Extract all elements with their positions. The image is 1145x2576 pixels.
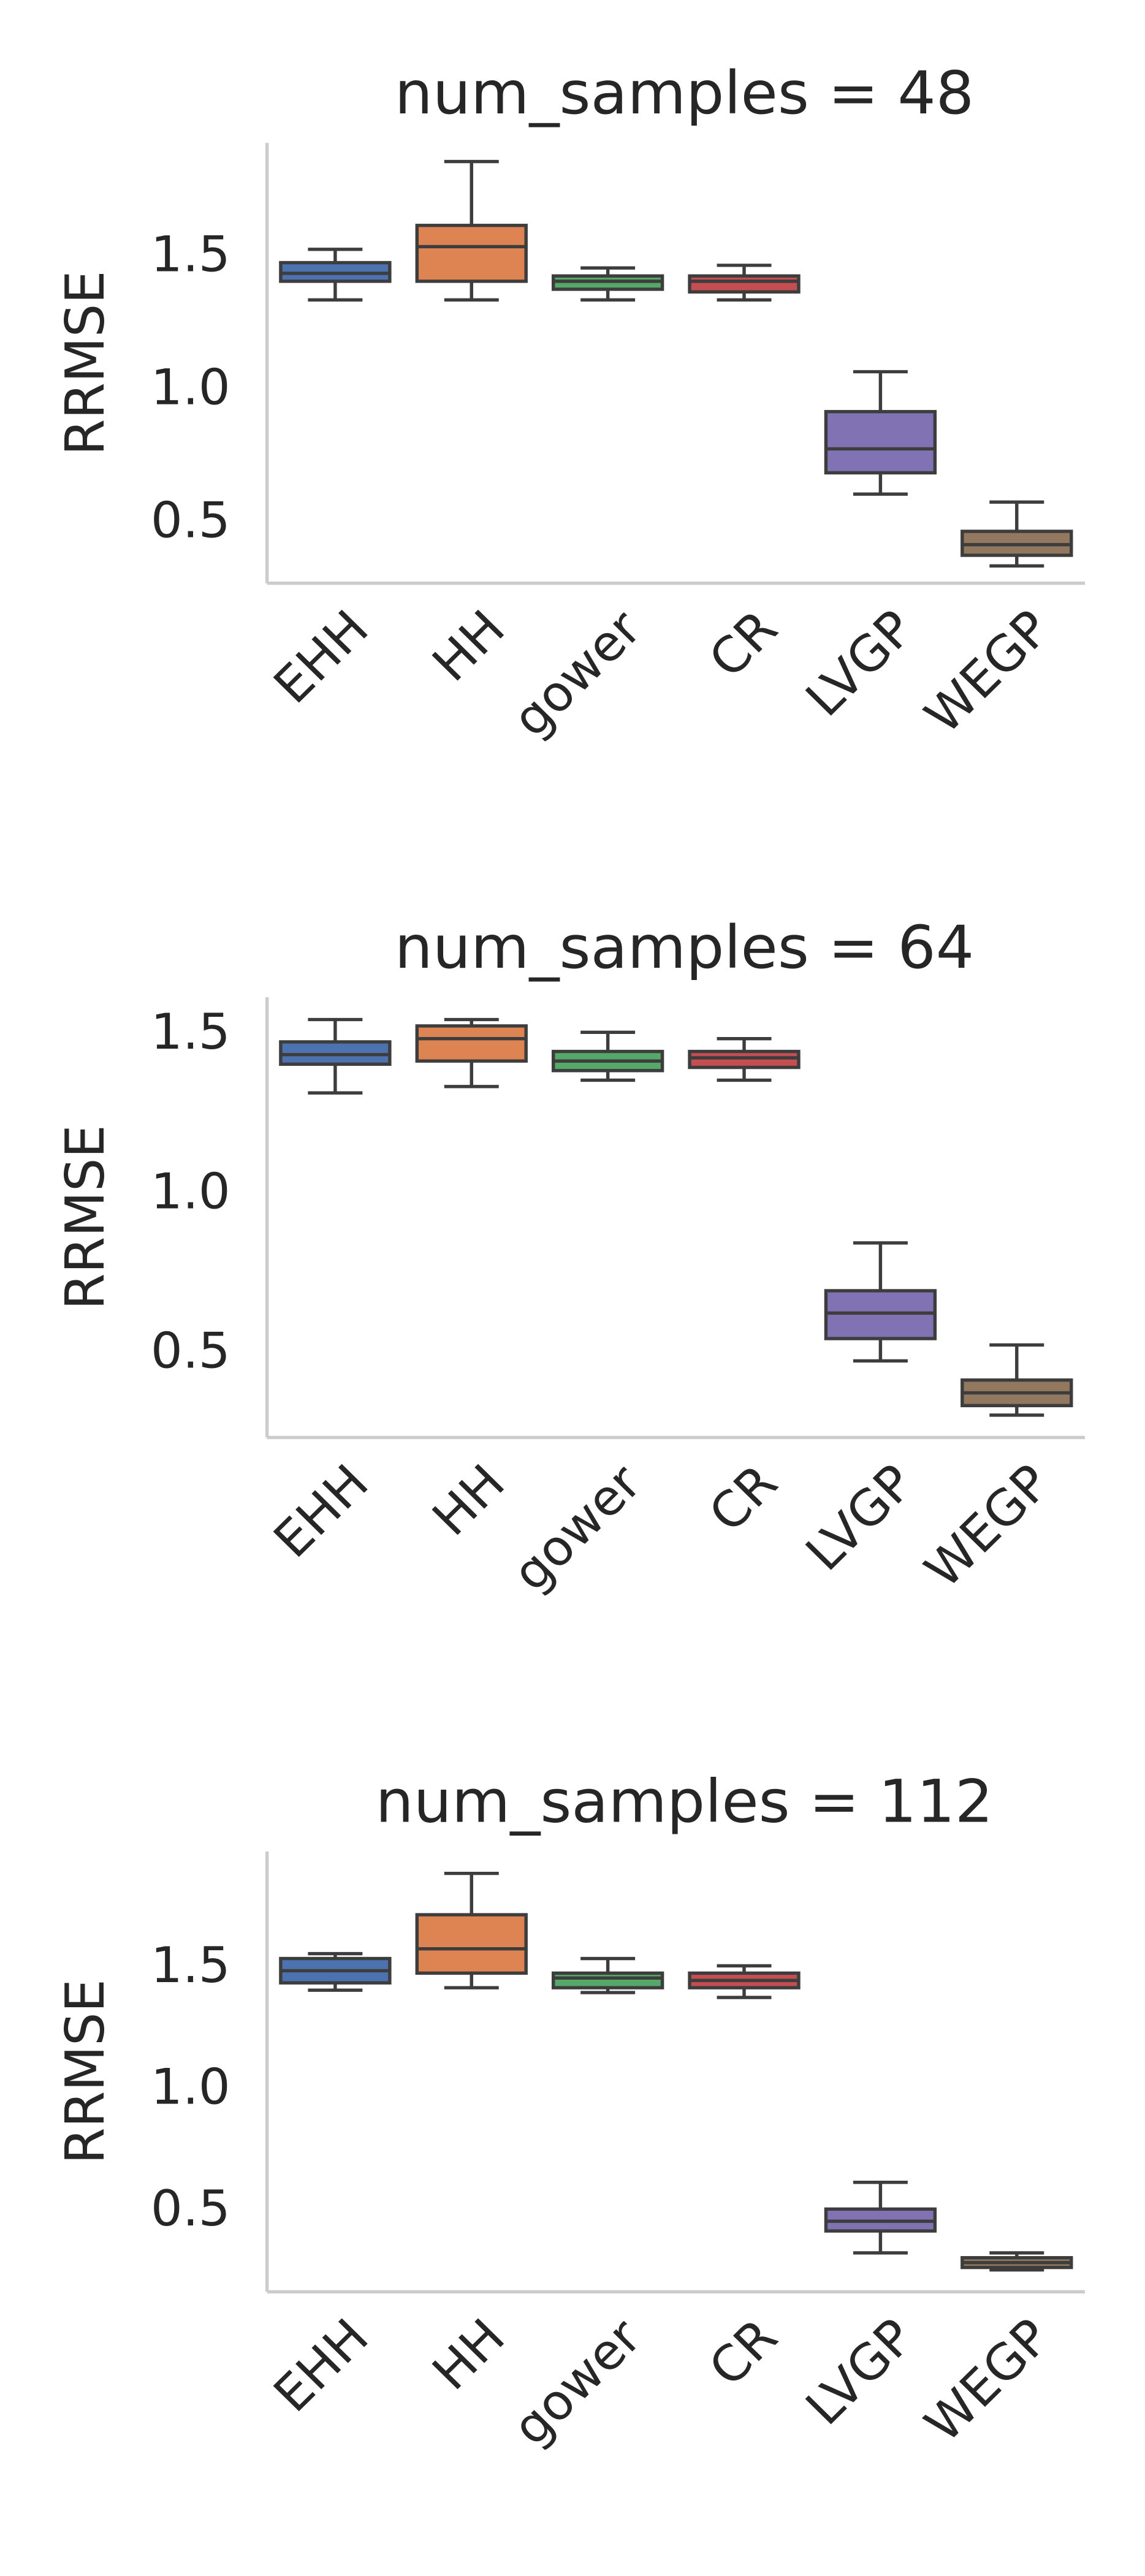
chart-title: num_samples = 48	[395, 59, 974, 127]
y-tick-label: 1.0	[151, 2059, 230, 2116]
x-tick-label: EHH	[263, 600, 379, 715]
y-tick-label: 0.5	[151, 2181, 230, 2238]
x-tick-label: WEGP	[914, 1454, 1061, 1599]
y-tick-label: 1.5	[151, 1004, 230, 1061]
x-tick-label: WEGP	[914, 600, 1061, 745]
x-tick-label: CR	[698, 1454, 788, 1543]
x-tick-label: EHH	[263, 1454, 379, 1569]
y-axis-label: RRMSE	[55, 1979, 116, 2164]
chart-title: num_samples = 112	[376, 1767, 994, 1836]
x-tick-label: LVGP	[795, 1454, 925, 1582]
x-tick-label: HH	[422, 2308, 516, 2401]
x-tick-label: gower	[502, 1454, 653, 1602]
x-tick-label: WEGP	[914, 2308, 1061, 2453]
box	[415, 1913, 528, 1975]
x-tick-label: gower	[502, 599, 653, 748]
x-tick-label: HH	[422, 600, 516, 693]
chart-title: num_samples = 64	[395, 913, 974, 982]
box	[415, 1024, 528, 1063]
y-tick-label: 1.5	[151, 226, 230, 283]
y-tick-label: 1.5	[151, 1937, 230, 1994]
x-tick-label: CR	[698, 2308, 788, 2397]
x-tick-label: LVGP	[795, 600, 925, 728]
box	[415, 224, 528, 283]
x-tick-label: gower	[502, 2308, 653, 2456]
y-axis-label: RRMSE	[55, 1125, 116, 1310]
y-axis-label: RRMSE	[55, 270, 116, 455]
x-tick-label: CR	[698, 600, 788, 689]
x-tick-label: LVGP	[795, 2308, 925, 2436]
box	[824, 409, 937, 475]
box	[688, 274, 801, 294]
y-tick-label: 1.0	[151, 1163, 230, 1220]
x-tick-label: HH	[422, 1454, 516, 1547]
y-tick-label: 0.5	[151, 492, 230, 549]
y-tick-label: 1.0	[151, 359, 230, 416]
x-tick-label: EHH	[263, 2308, 379, 2423]
box	[551, 1971, 664, 1989]
y-tick-label: 0.5	[151, 1323, 230, 1380]
